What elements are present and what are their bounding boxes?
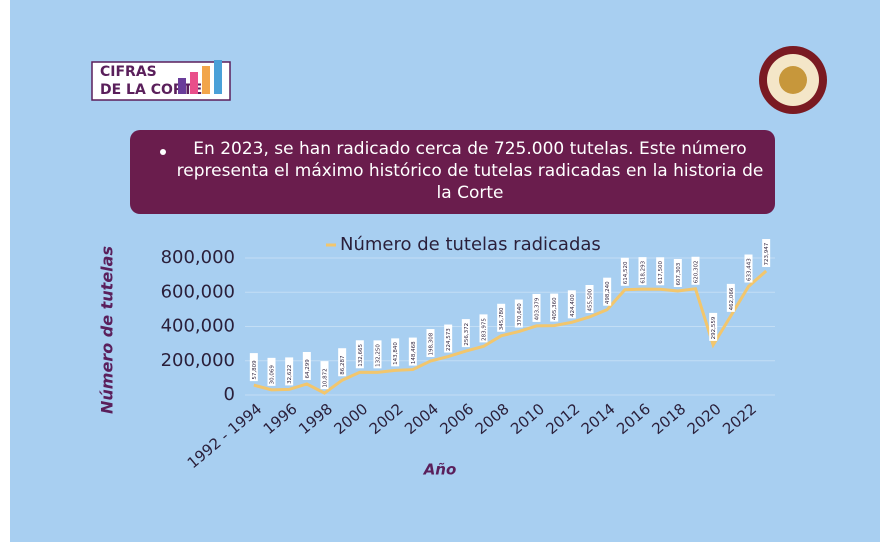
data-label-group: 614,520 <box>621 258 629 286</box>
data-label: 224,573 <box>446 328 452 351</box>
data-label-group: 345,780 <box>497 304 505 332</box>
data-label: 617,500 <box>658 261 664 284</box>
data-label-group: 424,400 <box>568 290 576 318</box>
data-label: 86,287 <box>340 355 346 375</box>
x-axis-title: Año <box>423 461 457 479</box>
data-label-group: 86,287 <box>338 348 346 376</box>
banner-text: En 2023, se han radicado cerca de 725.00… <box>175 138 765 204</box>
data-label: 57,809 <box>252 360 258 380</box>
data-label-group: 607,303 <box>674 259 682 287</box>
data-label-group: 370,640 <box>515 300 523 328</box>
data-label: 148,468 <box>411 341 417 364</box>
data-label: 498,240 <box>605 281 611 304</box>
data-label-group: 64,299 <box>303 352 311 380</box>
y-tick-label: 600,000 <box>161 281 235 302</box>
data-label-group: 256,372 <box>462 319 470 347</box>
logo-bar <box>190 72 198 94</box>
data-label: 132,665 <box>358 344 364 367</box>
logo-bar <box>202 66 210 94</box>
legend-label: Número de tutelas radicadas <box>340 234 601 255</box>
data-label: 32,622 <box>287 365 293 384</box>
data-label-group: 498,240 <box>603 278 611 306</box>
data-label-group: 620,302 <box>692 257 700 285</box>
data-label: 143,840 <box>393 342 399 365</box>
seal <box>779 66 807 94</box>
y-tick-label: 400,000 <box>161 316 235 337</box>
data-label: 403,379 <box>535 297 541 320</box>
data-label: 462,066 <box>729 287 735 310</box>
data-label: 620,302 <box>694 261 700 284</box>
data-label-group: 633,443 <box>745 255 753 283</box>
data-label: 455,500 <box>588 288 594 311</box>
data-label: 10,872 <box>323 368 329 387</box>
data-label: 633,443 <box>747 258 753 281</box>
data-label: 198,308 <box>429 332 435 355</box>
y-tick-label: 800,000 <box>161 247 235 268</box>
data-label: 723,947 <box>764 242 770 265</box>
data-label: 370,640 <box>517 303 523 326</box>
data-label: 607,303 <box>676 262 682 285</box>
logo-bar <box>178 78 186 94</box>
data-label-group: 10,872 <box>321 361 329 389</box>
data-label-group: 143,840 <box>391 338 399 366</box>
data-label: 64,299 <box>305 359 311 379</box>
data-label-group: 405,360 <box>550 294 558 322</box>
data-label-group: 57,809 <box>250 353 258 381</box>
data-label: 132,250 <box>376 344 382 367</box>
data-label: 424,400 <box>570 294 576 317</box>
data-label-group: 617,500 <box>656 257 664 285</box>
data-label-group: 283,975 <box>480 314 488 342</box>
data-label-group: 403,379 <box>533 294 541 322</box>
data-label-group: 30,069 <box>268 358 276 386</box>
data-label: 618,293 <box>641 260 647 283</box>
data-label: 30,069 <box>270 365 276 385</box>
data-label-group: 618,293 <box>639 257 647 285</box>
data-label-group: 292,559 <box>709 313 717 341</box>
data-label: 283,975 <box>482 318 488 341</box>
data-label: 614,520 <box>623 261 629 284</box>
data-label-group: 723,947 <box>762 239 770 267</box>
y-axis-title: Número de tutelas <box>98 246 117 414</box>
banner-box: En 2023, se han radicado cerca de 725.00… <box>175 138 765 210</box>
logo-text: DE LA CORTE <box>100 82 202 98</box>
data-label-group: 462,066 <box>727 284 735 312</box>
data-label-group: 148,468 <box>409 338 417 366</box>
data-label-group: 198,308 <box>427 329 435 357</box>
y-tick-label: 0 <box>224 384 235 405</box>
data-label: 292,559 <box>711 316 717 339</box>
y-tick-label: 200,000 <box>161 350 235 371</box>
data-label: 256,372 <box>464 323 470 346</box>
data-label-group: 455,500 <box>586 285 594 313</box>
data-label-group: 32,622 <box>285 357 293 385</box>
data-label-group: 224,573 <box>444 325 452 353</box>
logo-bar <box>214 60 222 94</box>
data-label: 405,360 <box>552 297 558 320</box>
bullet <box>160 149 166 155</box>
page: CIFRAS DE LA CORTE En 2023, se han radic… <box>0 0 883 542</box>
data-label: 345,780 <box>499 307 505 330</box>
logo-text: CIFRAS <box>100 64 157 80</box>
data-label-group: 132,665 <box>356 340 364 368</box>
data-label-group: 132,250 <box>374 340 382 368</box>
